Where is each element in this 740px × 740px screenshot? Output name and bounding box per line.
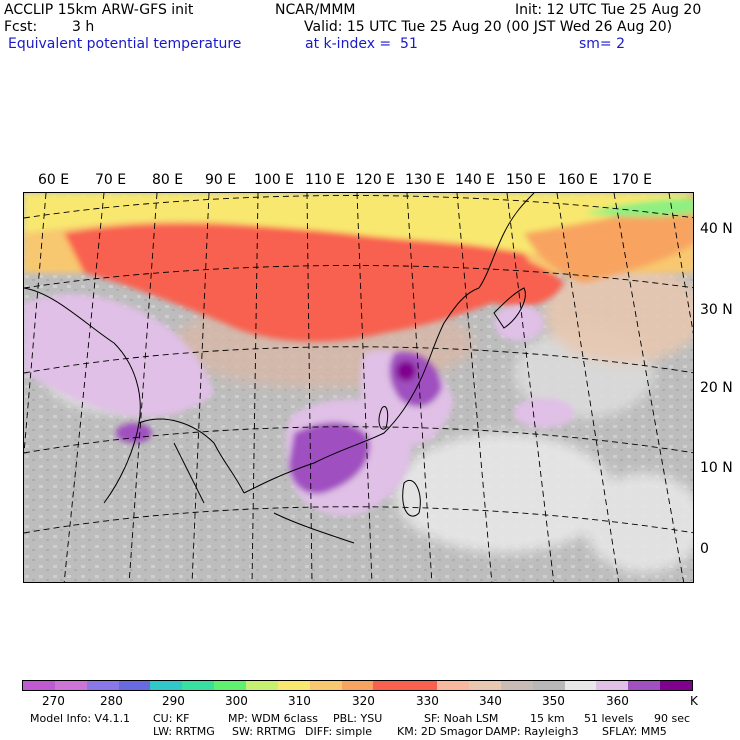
- colorbar-swatch: [214, 681, 247, 690]
- colorbar-tick: 280: [100, 694, 123, 708]
- colorbar-tick: 360: [606, 694, 629, 708]
- colorbar-unit: K: [690, 694, 698, 708]
- colorbar-swatch: [277, 681, 310, 690]
- forecast-hours: 3 h: [72, 19, 95, 35]
- graticule: [24, 193, 693, 582]
- map-svg: [24, 193, 693, 582]
- organization-label: NCAR/MMM: [275, 2, 356, 18]
- colorbar-tick: 290: [162, 694, 185, 708]
- vertical-levels: 51 levels: [584, 712, 634, 725]
- colorbar-swatch: [596, 681, 629, 690]
- field-name: Equivalent potential temperature: [8, 36, 242, 52]
- grid-spacing: 15 km: [530, 712, 565, 725]
- colorbar-swatch: [500, 681, 533, 690]
- diffusion-scheme: DIFF: simple: [305, 725, 373, 738]
- model-title: ACCLIP 15km ARW-GFS init: [4, 2, 194, 18]
- colorbar-swatch: [182, 681, 215, 690]
- lon-label: 110 E: [305, 172, 346, 188]
- cumulus-scheme: CU: KF: [153, 712, 190, 725]
- colorbar-tick: 300: [225, 694, 248, 708]
- high-theta-zones: [24, 294, 574, 516]
- lon-label: 60 E: [38, 172, 70, 188]
- colorbar-swatch: [309, 681, 342, 690]
- lon-label: 140 E: [455, 172, 496, 188]
- valid-time: Valid: 15 UTC Tue 25 Aug 20 (00 JST Wed …: [304, 19, 673, 35]
- colorbar-swatch: [532, 681, 565, 690]
- lat-label: 40 N: [700, 221, 733, 237]
- lon-label: 170 E: [612, 172, 653, 188]
- forecast-label: Fcst:: [4, 19, 38, 35]
- colorbar-tick: 340: [479, 694, 502, 708]
- pbl-scheme: PBL: YSU: [333, 712, 383, 725]
- colorbar-swatch: [86, 681, 119, 690]
- colorbar-swatch: [469, 681, 501, 690]
- lon-label: 120 E: [355, 172, 396, 188]
- lon-label: 130 E: [405, 172, 446, 188]
- colorbar-swatch: [246, 681, 278, 690]
- lon-label: 90 E: [205, 172, 237, 188]
- colorbar-tick: 350: [542, 694, 565, 708]
- longwave-scheme: LW: RRTMG: [153, 725, 215, 738]
- surface-layer-option: SFLAY: MM5: [602, 725, 667, 738]
- colorbar-tick: 310: [288, 694, 311, 708]
- colorbar-swatch: [660, 681, 693, 690]
- microphysics-scheme: MP: WDM 6class: [228, 712, 318, 725]
- level-label: at k-index = 51: [305, 36, 418, 52]
- model-info: Model Info: V4.1.1: [30, 712, 131, 725]
- lon-label: 100 E: [254, 172, 295, 188]
- damping-option: DAMP: Rayleigh3: [485, 725, 579, 738]
- colorbar-tick: 270: [42, 694, 65, 708]
- colorbar-swatch: [150, 681, 183, 690]
- colorbar: [22, 680, 693, 691]
- colorbar-swatch: [628, 681, 661, 690]
- time-step: 90 sec: [654, 712, 691, 725]
- colorbar-swatch: [564, 681, 597, 690]
- colorbar-tick: 330: [416, 694, 439, 708]
- lat-label: 30 N: [700, 302, 733, 318]
- colorbar-swatch: [405, 681, 438, 690]
- coastlines: [24, 193, 535, 544]
- km-option: KM: 2D Smagor: [397, 725, 483, 738]
- colorbar-swatch: [437, 681, 470, 690]
- init-time: Init: 12 UTC Tue 25 Aug 20: [515, 2, 702, 18]
- lon-label: 150 E: [506, 172, 547, 188]
- colorbar-swatch: [373, 681, 406, 690]
- lat-label: 10 N: [700, 460, 733, 476]
- colorbar-swatch: [118, 681, 151, 690]
- colorbar-swatch: [54, 681, 87, 690]
- lon-label: 80 E: [152, 172, 184, 188]
- colorbar-swatch: [341, 681, 374, 690]
- colorbar-tick: 320: [352, 694, 375, 708]
- smoothing-label: sm= 2: [579, 36, 626, 52]
- colorbar-swatch: [23, 681, 55, 690]
- lat-label: 20 N: [700, 380, 733, 396]
- surface-scheme: SF: Noah LSM: [424, 712, 499, 725]
- lat-label: 0: [700, 541, 709, 557]
- lon-label: 70 E: [95, 172, 127, 188]
- shortwave-scheme: SW: RRTMG: [232, 725, 296, 738]
- map-panel: [23, 192, 694, 583]
- lon-label: 160 E: [558, 172, 599, 188]
